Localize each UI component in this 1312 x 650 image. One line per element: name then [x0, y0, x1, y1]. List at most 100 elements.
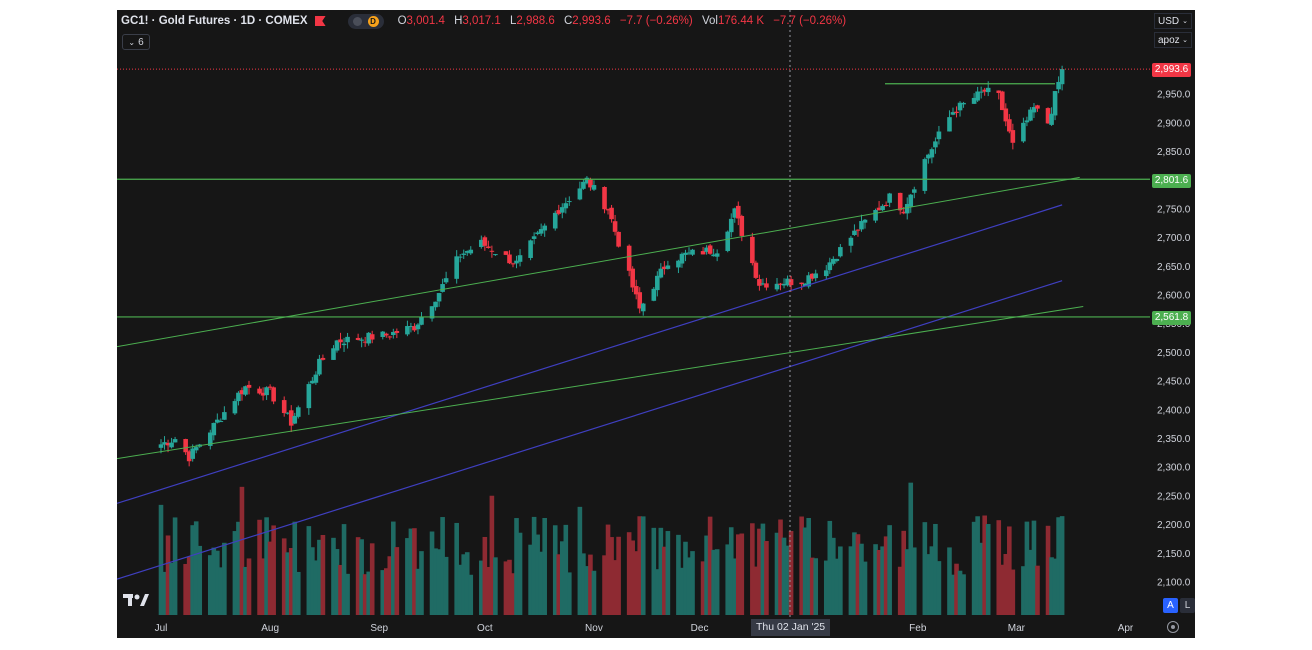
candle-body	[985, 87, 991, 93]
candle-body	[559, 207, 565, 213]
candle-body	[207, 432, 213, 446]
candle-body	[528, 240, 533, 258]
candle-body	[806, 275, 811, 287]
candle-body	[366, 332, 371, 344]
trend-line	[117, 305, 1084, 460]
candle-body	[788, 279, 794, 286]
collapse-indicators-button[interactable]: ⌄ 6	[122, 34, 150, 50]
candle-body	[464, 251, 470, 253]
candle-body	[774, 283, 780, 290]
candle-body	[190, 448, 195, 459]
auto-scale-button[interactable]: A	[1163, 598, 1178, 613]
volume-bar	[954, 563, 959, 615]
volume-bar	[1021, 566, 1026, 615]
volume-bar	[700, 561, 706, 615]
volume-bar	[690, 551, 695, 615]
volume-bar	[785, 545, 790, 615]
volume-bar	[665, 531, 671, 615]
candle-body	[655, 275, 660, 291]
volume-bar	[236, 521, 241, 615]
volume-bar	[288, 548, 294, 615]
candle-body	[781, 283, 787, 286]
volume-bar	[739, 533, 745, 615]
candle-body	[838, 247, 843, 257]
candle-body	[897, 192, 903, 211]
volume-bar	[510, 573, 516, 615]
volume-bar	[215, 550, 220, 615]
volume-bar	[1052, 558, 1058, 615]
candle-body	[489, 250, 495, 252]
candle-body	[162, 442, 167, 445]
price-chart[interactable]: 2,100.0 2,150.0 2,200.0 2,250.0 2,300.0 2,350…	[117, 10, 1195, 638]
volume-bar	[852, 532, 857, 615]
crosshair-date-label: Thu 02 Jan '25	[751, 619, 831, 636]
candle-body	[260, 392, 266, 396]
candle-body	[904, 204, 910, 214]
x-tick-label: Mar	[1008, 623, 1026, 634]
volume-bar	[165, 535, 171, 615]
volume-bar	[257, 519, 262, 615]
y-tick-label: 2,950.0	[1157, 90, 1191, 101]
candle-body	[183, 439, 188, 453]
volume-bar	[802, 527, 808, 615]
candle-body	[929, 149, 935, 158]
candle-body	[369, 334, 375, 340]
candle-body	[507, 254, 512, 264]
scale-button[interactable]: apoz ⌄	[1154, 32, 1192, 48]
candle-body	[285, 412, 291, 414]
volume-bar	[542, 518, 547, 615]
candle-body	[267, 386, 273, 388]
volume-bar	[419, 551, 424, 615]
volume-bar	[630, 540, 635, 615]
y-tick-label: 2,350.0	[1157, 434, 1191, 445]
candle-body	[961, 102, 966, 105]
volume-bar	[609, 537, 614, 615]
volume-bar	[514, 518, 519, 615]
candle-body	[493, 254, 498, 256]
volume-bar	[567, 572, 572, 615]
moving-average-line	[117, 280, 1063, 580]
chart-frame[interactable]: 2,100.0 2,150.0 2,200.0 2,250.0 2,300.0 2,350…	[117, 10, 1195, 638]
volume-bar	[757, 528, 762, 615]
flag-icon[interactable]	[314, 16, 326, 26]
candle-body	[1021, 122, 1026, 142]
candle-body	[591, 185, 597, 190]
symbol-title[interactable]: GC1! · Gold Futures · 1D · COMEX	[121, 15, 308, 27]
y-tick-label: 2,700.0	[1157, 233, 1191, 244]
volume-bar	[975, 516, 980, 615]
candle-body	[1028, 109, 1033, 121]
candle-body	[271, 387, 276, 402]
volume-bar	[1024, 521, 1030, 615]
volume-bar	[813, 558, 819, 615]
currency-button[interactable]: USD ⌄	[1154, 13, 1192, 29]
volume-bar	[243, 566, 248, 615]
volume-bar	[883, 536, 889, 615]
candle-body	[859, 221, 864, 230]
volume-value: 176.44 K	[717, 15, 764, 27]
volume-bar	[461, 554, 467, 615]
market-status-pill[interactable]: D	[347, 13, 384, 29]
volume-bar	[1010, 569, 1016, 615]
log-scale-button[interactable]: L	[1180, 598, 1195, 613]
candle-body	[954, 111, 959, 114]
candle-body	[926, 154, 931, 159]
candle-body	[215, 419, 220, 423]
high-value: 3,017.1	[462, 15, 501, 27]
x-tick-label: Oct	[477, 623, 493, 634]
volume-bar	[207, 555, 213, 615]
volume-bar	[331, 537, 336, 615]
volume-bar	[626, 532, 632, 615]
candle-body	[753, 262, 759, 278]
volume-bar	[486, 566, 491, 615]
volume-bar	[764, 541, 769, 615]
y-tick-label: 2,850.0	[1157, 147, 1191, 158]
candle-body	[552, 212, 558, 229]
settings-icon[interactable]	[1167, 621, 1179, 633]
candle-body	[957, 102, 963, 111]
candle-body	[947, 117, 952, 132]
candle-body	[785, 278, 790, 286]
candle-body	[911, 189, 917, 193]
volume-bar	[577, 506, 583, 615]
volume-bar	[267, 541, 273, 615]
candle-body	[281, 400, 287, 414]
